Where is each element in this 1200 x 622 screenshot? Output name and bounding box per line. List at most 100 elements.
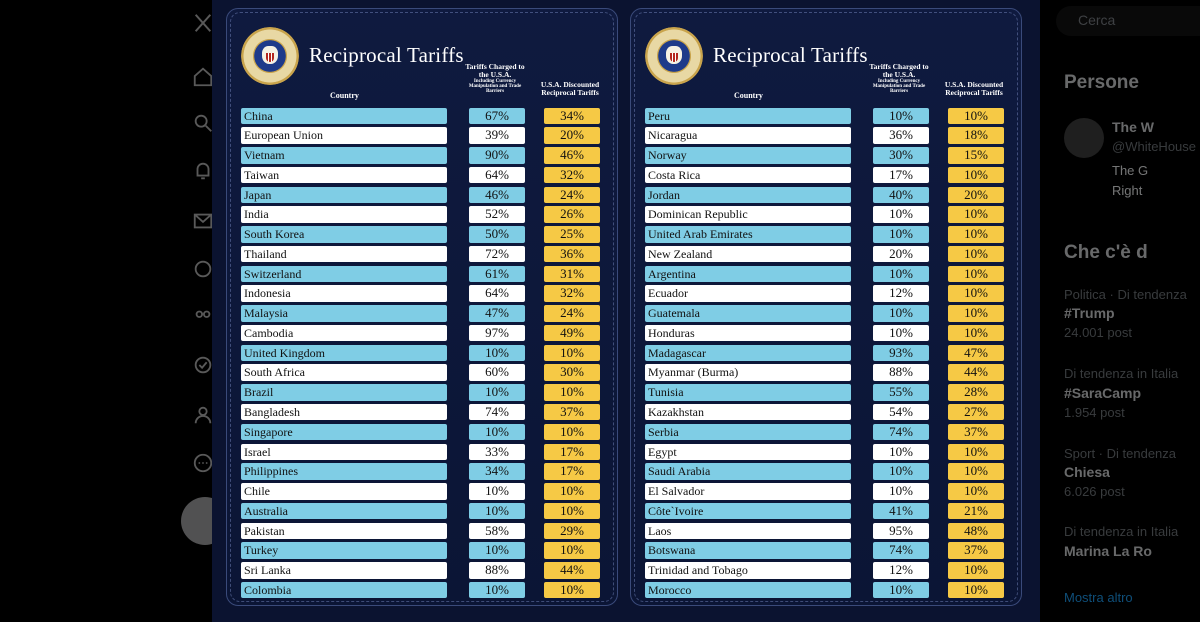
reciprocal-tariff-cell: 10% <box>544 384 600 401</box>
trend-name[interactable]: Marina La Ro <box>1064 543 1152 559</box>
table-row: Honduras 10% 10% <box>645 323 1009 343</box>
trend-name[interactable]: Chiesa <box>1064 464 1110 480</box>
reciprocal-tariff-cell: 10% <box>544 423 600 441</box>
column-header-tariffs-charged: Tariffs Charged to the U.S.A. Including … <box>867 63 931 94</box>
more-icon[interactable] <box>192 452 214 474</box>
country-cell: Serbia <box>645 423 851 441</box>
country-cell: Kazakhstan <box>645 403 851 421</box>
table-row: Egypt 10% 10% <box>645 442 1009 462</box>
panel-title: Reciprocal Tariffs <box>309 43 464 67</box>
tariff-charged-cell: 58% <box>469 522 525 540</box>
reciprocal-tariff-cell: 29% <box>544 522 600 540</box>
tariff-charged-cell: 61% <box>469 265 525 283</box>
table-row: South Africa 60% 30% <box>241 363 605 383</box>
x-logo-icon[interactable] <box>192 12 214 34</box>
table-row: Morocco 10% 10% <box>645 580 1009 600</box>
tariff-charged-cell: 10% <box>469 542 525 559</box>
header-charged-sub: Including Currency Manipulation and Trad… <box>468 79 522 94</box>
show-more-link[interactable]: Mostra altro <box>1064 590 1133 605</box>
table-row: Israel 33% 17% <box>241 442 605 462</box>
tariff-charged-cell: 90% <box>469 147 525 164</box>
table-row: Dominican Republic 10% 10% <box>645 205 1009 225</box>
table-row: New Zealand 20% 10% <box>645 244 1009 264</box>
country-cell: Madagascar <box>645 344 851 362</box>
tariff-charged-cell: 67% <box>469 107 525 124</box>
trend-meta: Sport · Di tendenza <box>1064 446 1177 461</box>
avatar[interactable] <box>1064 118 1104 158</box>
country-cell: Singapore <box>241 423 447 441</box>
reciprocal-tariff-cell: 49% <box>544 324 600 342</box>
tariff-charged-cell: 64% <box>469 166 525 184</box>
reciprocal-tariff-cell: 27% <box>948 403 1004 421</box>
country-cell: Switzerland <box>241 265 447 283</box>
reciprocal-tariff-cell: 36% <box>544 245 600 263</box>
country-cell: China <box>241 107 447 124</box>
verified-icon[interactable] <box>192 354 214 376</box>
table-row: Brazil 10% 10% <box>241 383 605 403</box>
communities-icon[interactable] <box>192 306 214 328</box>
tariff-rows: China 67% 34% European Union 39% 20% Vietnam 90… <box>241 106 605 600</box>
tariff-charged-cell: 10% <box>873 581 929 599</box>
table-row: Costa Rica 17% 10% <box>645 165 1009 185</box>
person-bio-2: Right <box>1112 183 1143 198</box>
tariff-charged-cell: 64% <box>469 285 525 302</box>
trend-name[interactable]: #Trump <box>1064 305 1115 321</box>
table-row: Cambodia 97% 49% <box>241 323 605 343</box>
country-cell: Pakistan <box>241 522 447 540</box>
column-header-country: Country <box>734 91 763 100</box>
reciprocal-tariff-cell: 10% <box>544 483 600 500</box>
grok-icon[interactable] <box>192 258 214 280</box>
tariff-table-right: Reciprocal Tariffs Country Tariffs Charg… <box>630 8 1022 606</box>
trend-count: 1.954 post <box>1064 405 1125 420</box>
trend-name[interactable]: #SaraCamp <box>1064 385 1142 401</box>
reciprocal-tariff-cell: 10% <box>948 324 1004 342</box>
column-header-country: Country <box>330 91 359 100</box>
home-icon[interactable] <box>192 66 214 88</box>
tariff-charged-cell: 10% <box>873 226 929 243</box>
country-cell: European Union <box>241 127 447 144</box>
header-charged-main: Tariffs Charged to the U.S.A. <box>465 62 525 79</box>
reciprocal-tariff-cell: 32% <box>544 166 600 184</box>
tariff-charged-cell: 17% <box>873 166 929 184</box>
bell-icon[interactable] <box>192 160 214 182</box>
reciprocal-tariff-cell: 44% <box>544 562 600 579</box>
table-row: China 67% 34% <box>241 106 605 126</box>
table-row: Guatemala 10% 10% <box>645 304 1009 324</box>
tariff-charged-cell: 40% <box>873 186 929 204</box>
reciprocal-tariff-cell: 30% <box>544 364 600 381</box>
search-input[interactable]: Cerca <box>1056 6 1200 36</box>
tariff-charged-cell: 10% <box>469 581 525 599</box>
country-cell: South Korea <box>241 226 447 243</box>
trend-meta: Di tendenza in Italia <box>1064 524 1179 539</box>
tariff-charged-cell: 10% <box>469 344 525 362</box>
reciprocal-tariffs-image: Reciprocal Tariffs Country Tariffs Charg… <box>212 0 1040 622</box>
tariff-charged-cell: 10% <box>469 502 525 520</box>
tariff-charged-cell: 33% <box>469 443 525 461</box>
country-cell: Cambodia <box>241 324 447 342</box>
profile-icon[interactable] <box>192 404 214 426</box>
column-header-tariffs-charged: Tariffs Charged to the U.S.A. Including … <box>463 63 527 94</box>
tariff-charged-cell: 55% <box>873 384 929 401</box>
tariff-charged-cell: 93% <box>873 344 929 362</box>
country-cell: Tunisia <box>645 384 851 401</box>
table-row: Philippines 34% 17% <box>241 462 605 482</box>
reciprocal-tariff-cell: 28% <box>948 384 1004 401</box>
reciprocal-tariff-cell: 17% <box>544 443 600 461</box>
table-row: Pakistan 58% 29% <box>241 521 605 541</box>
country-cell: Botswana <box>645 542 851 559</box>
table-row: Argentina 10% 10% <box>645 264 1009 284</box>
mail-icon[interactable] <box>192 210 214 232</box>
table-row: Vietnam 90% 46% <box>241 146 605 166</box>
table-row: Tunisia 55% 28% <box>645 383 1009 403</box>
reciprocal-tariff-cell: 10% <box>948 581 1004 599</box>
tariff-charged-cell: 10% <box>469 483 525 500</box>
person-name[interactable]: The W <box>1112 119 1154 135</box>
tariff-charged-cell: 74% <box>873 423 929 441</box>
country-cell: Norway <box>645 147 851 164</box>
reciprocal-tariff-cell: 18% <box>948 127 1004 144</box>
search-icon[interactable] <box>192 112 214 134</box>
reciprocal-tariff-cell: 24% <box>544 305 600 322</box>
table-row: United Kingdom 10% 10% <box>241 343 605 363</box>
country-cell: Sri Lanka <box>241 562 447 579</box>
table-row: Thailand 72% 36% <box>241 244 605 264</box>
